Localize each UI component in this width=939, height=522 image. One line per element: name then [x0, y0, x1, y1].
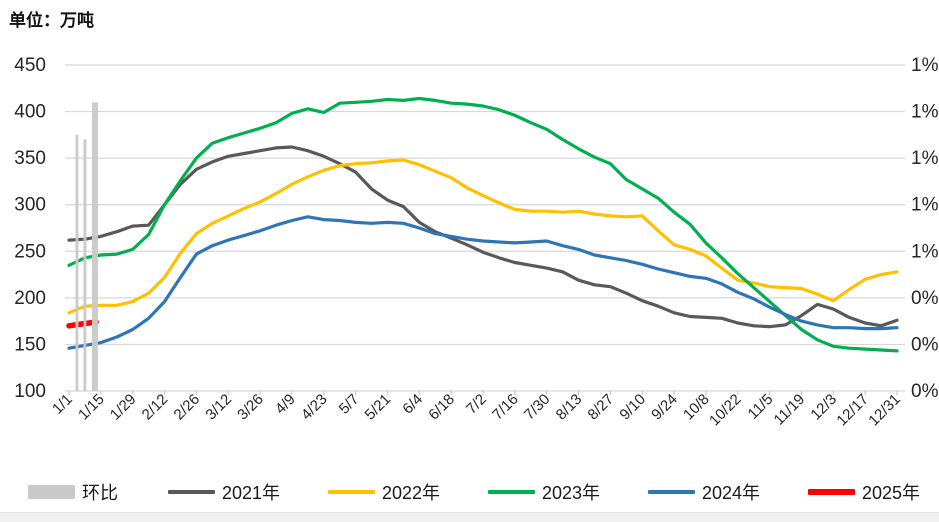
series-line-2021年 — [67, 145, 899, 329]
legend-item-2024: 2024年 — [648, 479, 760, 505]
x-axis-label: 1/1 — [49, 391, 76, 418]
x-axis-label: 5/21 — [362, 391, 395, 424]
legend-item-huanbi: 环比 — [28, 479, 118, 505]
legend-swatch-2024 — [648, 490, 695, 494]
x-axis-label: 1/15 — [75, 391, 108, 424]
legend-swatch-2022 — [328, 490, 375, 494]
x-axis-label: 4/23 — [298, 391, 331, 424]
y-axis-right-label: 0% — [911, 381, 939, 402]
series-line-2022年 — [67, 158, 899, 315]
x-axis-label: 4/9 — [272, 391, 299, 418]
y-axis-right-label: 0% — [911, 334, 939, 355]
y-axis-left-label: 350 — [14, 148, 46, 169]
x-axis-label: 12/31 — [865, 391, 904, 430]
x-axis-label: 3/26 — [234, 391, 267, 424]
y-axis-left-label: 100 — [14, 381, 46, 402]
x-axis-label: 3/12 — [202, 391, 235, 424]
legend-label-2021: 2021年 — [222, 483, 281, 503]
y-axis-right-label: 1% — [911, 195, 939, 216]
bar-huanbi-1/15 — [91, 102, 98, 391]
legend-label-2025: 2025年 — [862, 483, 921, 503]
x-axis-label: 2/12 — [139, 391, 172, 424]
y-axis-left-label: 450 — [14, 55, 46, 76]
series-line-2023年 — [67, 96, 899, 353]
x-axis-label: 12/17 — [833, 391, 872, 430]
x-axis-label: 8/13 — [553, 391, 586, 424]
x-axis-label: 5/7 — [336, 391, 363, 418]
y-axis-left-label: 200 — [14, 288, 46, 309]
legend-label-2024: 2024年 — [702, 483, 761, 503]
x-axis-label: 10/22 — [706, 391, 745, 430]
x-axis-label: 2/26 — [171, 391, 204, 424]
y-axis-left-label: 300 — [14, 195, 46, 216]
y-axis-left-label: 250 — [14, 241, 46, 262]
y-axis-right-label: 1% — [911, 55, 939, 76]
x-axis-label: 7/16 — [489, 391, 522, 424]
bar-huanbi-1/8 — [83, 139, 87, 391]
legend-item-2021: 2021年 — [168, 479, 280, 505]
bottom-strip — [0, 512, 939, 522]
legend-swatch-2023 — [488, 490, 535, 494]
legend: 环比 2021年 2022年 2023年 2024年 2025年 — [0, 479, 939, 505]
series-line-2024年 — [67, 215, 899, 350]
legend-swatch-huanbi — [28, 485, 75, 499]
x-axis-label: 6/18 — [425, 391, 458, 424]
series-line-2025年 — [66, 319, 99, 329]
legend-label-huanbi: 环比 — [82, 483, 118, 503]
y-axis-right-label: 0% — [911, 288, 939, 309]
y-axis-right-label: 1% — [911, 102, 939, 123]
x-axis-label: 9/24 — [648, 391, 681, 424]
x-axis-label: 9/10 — [616, 391, 649, 424]
x-axis-label: 6/4 — [399, 391, 426, 418]
y-axis-left-label: 150 — [14, 334, 46, 355]
legend-item-2023: 2023年 — [488, 479, 600, 505]
legend-swatch-2021 — [168, 490, 215, 494]
x-axis-label: 8/27 — [585, 391, 618, 424]
x-axis-label: 7/2 — [463, 391, 490, 418]
x-axis-label: 7/30 — [521, 391, 554, 424]
legend-label-2022: 2022年 — [382, 483, 441, 503]
bar-huanbi-1/1 — [75, 134, 79, 391]
chart-title: 单位：万吨 — [9, 11, 94, 30]
legend-label-2023: 2023年 — [542, 483, 601, 503]
legend-swatch-2025 — [808, 489, 855, 495]
legend-item-2022: 2022年 — [328, 479, 440, 505]
y-axis-left-label: 400 — [14, 102, 46, 123]
y-axis-right-label: 1% — [911, 241, 939, 262]
x-axis-label: 1/29 — [107, 391, 140, 424]
legend-item-2025: 2025年 — [808, 479, 920, 505]
x-axis-label: 11/19 — [771, 391, 809, 429]
y-axis-right-label: 1% — [911, 148, 939, 169]
